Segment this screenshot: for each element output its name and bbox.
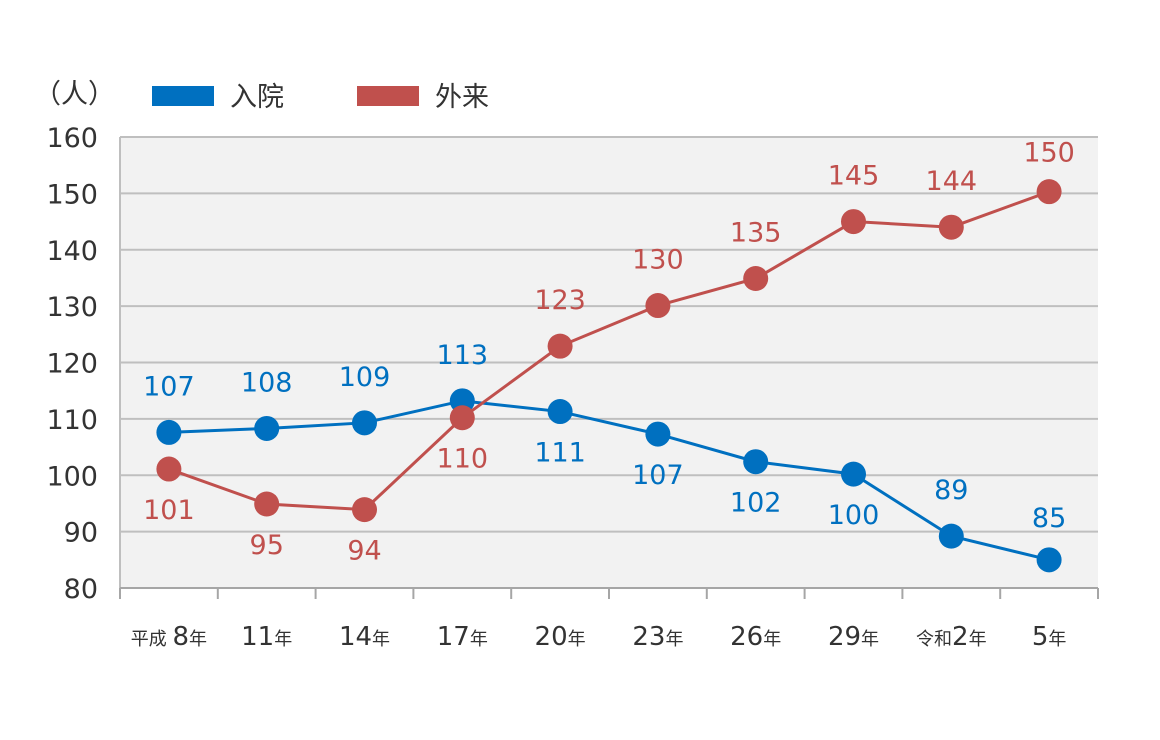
data-point [938, 523, 964, 549]
data-label: 100 [828, 500, 880, 531]
x-tick-label-5: 23年 [632, 622, 683, 652]
data-point [254, 415, 280, 441]
x-tick-num: 5 [1032, 622, 1049, 652]
x-tick-prefix: 平成 [131, 629, 173, 650]
series-line-1 [168, 190, 1050, 512]
data-point [645, 293, 671, 319]
y-tick-label-80: 80 [64, 574, 98, 605]
data-point [547, 399, 573, 425]
legend: 入院 外来 [152, 82, 489, 113]
data-label: 111 [534, 438, 586, 469]
y-tick-label-120: 120 [46, 349, 98, 380]
series-1 [168, 190, 1050, 512]
data-label: 107 [143, 371, 195, 402]
x-tick-label-1: 11年 [241, 622, 292, 652]
data-label: 144 [926, 166, 978, 197]
data-point [1036, 547, 1062, 573]
x-tick-num: 29 [828, 622, 861, 652]
x-tick-label-0: 平成 8年 [131, 622, 207, 652]
x-tick-num: 2 [952, 622, 969, 652]
x-tick-label-9: 5年 [1032, 622, 1067, 652]
data-point [743, 266, 769, 292]
data-label: 95 [250, 530, 284, 561]
x-tick-suffix: 年 [189, 629, 207, 650]
data-label: 107 [632, 460, 684, 491]
x-tick-suffix: 年 [274, 629, 292, 650]
y-tick-label-100: 100 [46, 461, 98, 492]
x-tick-label-4: 20年 [535, 622, 586, 652]
series-line-0 [168, 399, 1050, 562]
data-point [352, 410, 377, 436]
x-tick-suffix: 年 [665, 629, 683, 650]
legend-label-outpatient: 外来 [435, 82, 489, 113]
data-point [156, 456, 182, 482]
data-label: 150 [1023, 138, 1075, 169]
y-tick-label-90: 90 [64, 518, 98, 549]
data-label: 101 [143, 495, 195, 526]
x-tick-suffix: 年 [969, 629, 987, 650]
data-point [254, 491, 280, 517]
y-axis-ticks: 80 90 100 110 120 130 140 150 160 [46, 123, 98, 605]
x-tick-num: 14 [339, 622, 372, 652]
data-label: 89 [934, 475, 968, 506]
data-label: 145 [828, 161, 880, 192]
x-axis-ticks: 平成 8年 11年 14年 17年 20年 23年 26年 29年 令和2年 5年 [131, 622, 1067, 652]
data-point [743, 449, 769, 475]
data-point [841, 461, 866, 487]
x-tick-label-6: 26年 [730, 622, 781, 652]
data-label: 94 [347, 536, 381, 567]
series-0 [168, 399, 1050, 562]
x-tick-suffix: 年 [568, 629, 586, 650]
series-group: 107 108 109 113 111 107 102 100 89 85 101 95 94 110 12… [143, 138, 1075, 573]
data-label: 109 [339, 362, 391, 393]
x-tick-label-3: 17年 [437, 622, 488, 652]
x-tick-prefix: 令和 [916, 629, 952, 650]
x-tick-num: 11 [241, 622, 274, 652]
data-point [352, 497, 377, 523]
x-tick-num: 20 [535, 622, 568, 652]
x-tick-label-8: 令和2年 [916, 622, 987, 652]
data-label: 85 [1032, 503, 1066, 534]
x-tick-num: 8 [172, 622, 189, 652]
y-tick-label-130: 130 [46, 292, 98, 323]
y-tick-label-150: 150 [46, 179, 98, 210]
x-tick-suffix: 年 [470, 629, 488, 650]
series-points-1 [156, 179, 1062, 523]
data-label: 108 [241, 367, 293, 398]
series-labels-1: 101 95 94 110 123 130 135 145 144 150 [143, 138, 1075, 567]
x-tick-label-2: 14年 [339, 622, 390, 652]
x-tick-suffix: 年 [372, 629, 390, 650]
data-point [1036, 179, 1062, 205]
y-tick-label-110: 110 [46, 405, 98, 436]
data-label: 102 [730, 488, 782, 519]
data-point [449, 405, 475, 431]
data-label: 110 [437, 444, 489, 475]
x-tick-num: 26 [730, 622, 763, 652]
x-axis [119, 587, 1099, 599]
x-tick-num: 23 [632, 622, 665, 652]
x-tick-suffix: 年 [1048, 629, 1066, 650]
legend-swatch-inpatient [152, 86, 214, 106]
x-tick-suffix: 年 [763, 629, 781, 650]
data-point [841, 209, 866, 235]
data-point [645, 421, 671, 447]
x-tick-suffix: 年 [861, 629, 879, 650]
data-point [156, 419, 182, 445]
gridlines [119, 136, 1098, 589]
x-tick-label-7: 29年 [828, 622, 879, 652]
y-tick-label-140: 140 [46, 236, 98, 267]
legend-label-inpatient: 入院 [230, 82, 284, 113]
data-point [938, 214, 964, 240]
data-label: 123 [534, 285, 586, 316]
data-label: 113 [437, 340, 489, 371]
legend-swatch-outpatient [357, 86, 419, 106]
series-labels-0: 107 108 109 113 111 107 102 100 89 85 [143, 340, 1066, 534]
x-tick-num: 17 [437, 622, 470, 652]
y-tick-label-160: 160 [46, 123, 98, 154]
y-axis-unit: （人） [34, 79, 115, 110]
data-label: 130 [632, 245, 684, 276]
data-label: 135 [730, 218, 782, 249]
data-point [547, 333, 573, 359]
